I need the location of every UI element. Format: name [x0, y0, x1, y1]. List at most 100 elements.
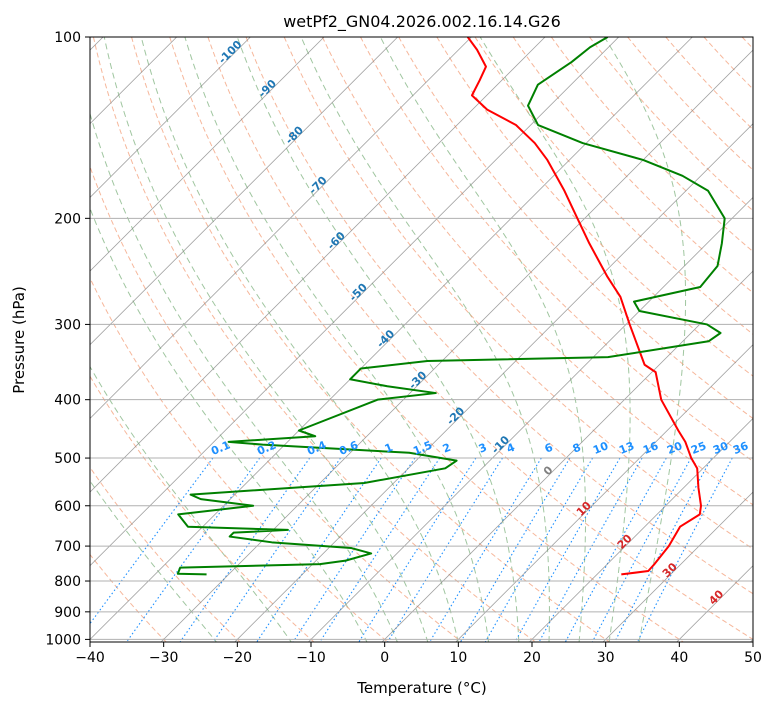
dry-adiabat-line	[207, 37, 753, 640]
y-axis-ticks: 1000 900 800 700 600 500 400 300 200 100	[45, 30, 90, 648]
isotherm-label: -20	[444, 404, 467, 427]
x-tick-label: 50	[744, 650, 762, 666]
y-tick-label: 700	[54, 539, 81, 555]
y-tick-label: 800	[54, 574, 81, 590]
mixing-ratio-label: 25	[689, 439, 708, 457]
mixing-ratio-label: 0.6	[337, 438, 360, 457]
mixing-ratio-label: 3	[477, 441, 489, 456]
mixing-ratio-line	[179, 457, 311, 642]
isotherm-line	[602, 491, 753, 642]
dry-adiabat-line	[283, 37, 753, 550]
dry-adiabat-line	[703, 37, 753, 90]
isotherm-line	[234, 123, 753, 642]
dry-adiabat-label: 30	[660, 560, 680, 580]
dry-adiabat-line	[245, 37, 753, 595]
y-tick-label: 300	[54, 317, 81, 333]
plot-area	[90, 37, 753, 642]
x-axis-label: Temperature (°C)	[356, 679, 486, 697]
y-tick-label: 1000	[45, 632, 81, 648]
isotherm-line	[90, 37, 325, 272]
x-tick-label: 30	[597, 650, 615, 666]
isotherm-line	[528, 417, 753, 642]
isotherm-label: -100	[216, 38, 245, 67]
isotherm-line	[307, 196, 753, 642]
mixing-ratio-label: 4	[505, 441, 517, 456]
mixing-ratio-line	[614, 457, 712, 642]
x-tick-label: −40	[75, 650, 105, 666]
isotherm-label: -50	[347, 281, 370, 304]
isotherm-line	[90, 37, 620, 567]
isotherm-label: -80	[283, 123, 306, 146]
isotherm-line	[90, 37, 251, 198]
isotherm-label: -90	[256, 77, 279, 100]
dry-adiabat-line	[90, 466, 241, 642]
x-tick-label: 20	[523, 650, 541, 666]
y-tick-label: 400	[54, 393, 81, 409]
mixing-ratio-label: 2	[441, 441, 453, 456]
moist-adiabat-line	[300, 37, 550, 642]
mixing-ratio-label: 0.4	[305, 438, 328, 457]
mixing-ratio-line	[514, 457, 621, 642]
moist-adiabat-line	[236, 37, 520, 642]
mixing-ratio-label: 6	[543, 441, 555, 456]
isotherm-line	[160, 49, 753, 642]
dry-adiabat-line	[512, 37, 753, 294]
dry-adiabat-line	[398, 37, 753, 420]
moist-adiabat-line	[379, 37, 587, 642]
line-labels: -100-90-80-70-60-50-40-30-20-10010203040…	[209, 38, 750, 608]
profile-lines	[176, 37, 726, 576]
mixing-ratio-label: 1	[383, 441, 395, 456]
x-tick-label: −30	[149, 650, 179, 666]
mixing-ratio-line	[538, 457, 643, 642]
mixing-ratio-line	[459, 457, 571, 642]
x-tick-label: −20	[223, 650, 253, 666]
isotherm-line	[90, 37, 399, 346]
dry-adiabats	[90, 37, 753, 642]
mixing-ratio-line	[212, 457, 341, 642]
mixing-ratio-label: 16	[641, 439, 660, 457]
x-tick-label: 40	[670, 650, 688, 666]
y-tick-label: 200	[54, 211, 81, 227]
mixing-ratio-line	[292, 457, 416, 642]
plot-frame	[89, 36, 754, 643]
isotherm-line	[90, 37, 472, 419]
moist-adiabat-line	[90, 365, 292, 642]
dry-adiabat-line	[92, 37, 537, 642]
chart-title: wetPf2_GN04.2026.002.16.14.G26	[283, 12, 561, 32]
mixing-ratio-line	[429, 457, 542, 642]
mixing-ratio-lines	[90, 457, 733, 642]
dry-adiabat-label: 20	[615, 531, 635, 551]
x-tick-label: 0	[380, 650, 389, 666]
dewpoint-line	[176, 37, 726, 576]
pressure-gridlines	[90, 37, 753, 640]
y-axis-label: Pressure (hPa)	[10, 286, 28, 394]
mixing-ratio-line	[358, 457, 477, 642]
dry-adiabat-line	[321, 37, 753, 506]
dry-adiabat-line	[131, 37, 611, 642]
dry-adiabat-line	[90, 553, 167, 642]
isotherm-line	[90, 37, 693, 640]
mixing-ratio-line	[636, 457, 733, 642]
y-tick-label: 600	[54, 499, 81, 515]
moist-adiabat-line	[90, 207, 368, 642]
mixing-ratio-line	[319, 457, 441, 642]
mixing-ratio-line	[386, 457, 503, 642]
isotherm-line	[381, 270, 753, 642]
isotherms	[90, 37, 753, 642]
dry-adiabat-line	[90, 165, 463, 642]
isotherm-label: -60	[325, 229, 348, 252]
moist-adiabat-line	[604, 37, 687, 642]
mixing-ratio-label: 13	[617, 439, 636, 457]
moist-adiabat-line	[90, 480, 218, 642]
y-tick-label: 900	[54, 605, 81, 621]
dry-adiabat-label: 10	[574, 499, 594, 519]
mixing-ratio-label: 30	[711, 439, 730, 457]
mixing-ratio-label: 20	[665, 439, 684, 457]
y-tick-label: 500	[54, 451, 81, 467]
x-axis-ticks: −40 −30 −20 −10 0 10 20 30 40 50	[75, 642, 762, 666]
mixing-ratio-label: 8	[571, 441, 583, 456]
y-tick-label: 100	[54, 30, 81, 46]
mixing-ratio-label: 36	[731, 439, 750, 457]
temperature-line	[466, 37, 702, 576]
